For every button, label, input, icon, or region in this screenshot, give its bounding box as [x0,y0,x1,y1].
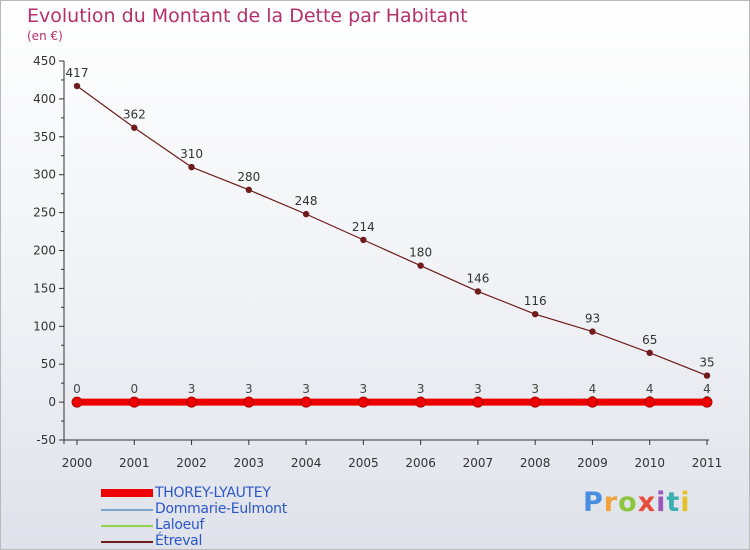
logo-letter: t [666,487,681,518]
data-label: 417 [66,66,89,80]
data-label: 35 [699,356,714,370]
data-label: 65 [642,333,657,347]
x-tick-label: 2011 [692,456,723,470]
x-tick-label: 2002 [176,456,207,470]
series-marker-3 [131,124,138,131]
y-tick-label: -50 [36,433,56,447]
data-label-small: 3 [188,382,196,396]
series-marker-3 [73,82,81,90]
series-marker-3 [417,262,424,269]
legend-swatch-dommarie-eulmont [101,509,153,511]
data-label: 180 [409,246,432,260]
logo-letter: i [656,487,667,518]
series-marker-0 [71,396,83,408]
series-marker-0 [644,396,656,408]
data-label-small: 0 [73,382,81,396]
series-marker-0 [701,396,713,408]
series-marker-0 [415,396,427,408]
logo-letter: x [637,487,657,518]
x-tick-label: 2007 [463,456,494,470]
data-label-small: 4 [589,382,597,396]
data-label: 362 [123,108,146,122]
legend-item-laloeuf[interactable]: Laloeuf [101,517,361,533]
series-marker-3 [646,349,653,357]
legend-swatch-laloeuf [101,525,153,527]
data-label: 248 [295,194,318,208]
series-line-3 [76,85,708,377]
x-tick-label: 2003 [234,456,265,470]
series-marker-0 [472,396,484,408]
data-label-small: 3 [302,382,310,396]
series-marker-0 [300,396,312,408]
legend-item-etreval[interactable]: Étreval [101,533,361,549]
logo-letter: P [583,487,604,518]
data-label: 93 [585,312,600,326]
y-tick-label: 150 [33,281,56,295]
series-marker-3 [360,236,367,244]
x-tick-label: 2009 [577,456,608,470]
data-label-small: 3 [531,382,539,396]
series-marker-3 [474,288,482,295]
x-tick-label: 2005 [348,456,379,470]
legend-label: Étreval [155,533,203,549]
data-label-small: 3 [245,382,253,396]
series-marker-3 [245,186,253,194]
series-marker-3 [589,328,596,335]
legend-label: THOREY-LYAUTEY [155,485,271,501]
data-label: 280 [237,170,260,184]
series-marker-0 [586,396,598,408]
y-tick-label: 100 [33,319,56,333]
y-tick-label: 0 [48,395,56,409]
legend-swatch-thorey-lyautey [101,489,153,497]
x-tick-label: 2004 [291,456,322,470]
y-tick-label: 350 [33,130,56,144]
legend: THOREY-LYAUTEY Dommarie-Eulmont Laloeuf … [101,485,361,549]
proxiti-logo: Proxiti [583,487,691,518]
data-label-small: 4 [703,382,711,396]
series-marker-3 [188,163,195,171]
y-tick-label: 300 [33,168,56,182]
logo-letter: r [603,487,619,518]
legend-item-dommarie-eulmont[interactable]: Dommarie-Eulmont [101,501,361,517]
y-axis-unit-label: (en €) [27,29,63,43]
series-marker-0 [243,396,255,408]
y-tick-label: 250 [33,206,56,220]
legend-item-thorey-lyautey[interactable]: THOREY-LYAUTEY [101,485,361,501]
data-label-small: 0 [130,382,138,396]
series-marker-3 [531,310,539,318]
data-label-small: 3 [417,382,425,396]
legend-swatch-etreval [101,541,153,543]
y-tick-label: 450 [33,54,56,68]
x-tick-label: 2010 [634,456,665,470]
x-tick-label: 2006 [405,456,436,470]
legend-label: Laloeuf [155,517,205,533]
y-tick-label: 400 [33,92,56,106]
series-marker-0 [357,396,369,408]
logo-letter: i [680,487,691,518]
data-label: 214 [352,220,375,234]
data-label-small: 4 [646,382,654,396]
y-tick-label: 50 [41,357,56,371]
series-marker-3 [703,372,711,379]
series-marker-0 [128,396,140,408]
data-label-small: 3 [474,382,482,396]
x-tick-label: 2000 [62,456,93,470]
series-marker-0 [186,396,198,408]
y-tick-label: 200 [33,244,56,258]
x-tick-label: 2001 [119,456,150,470]
logo-letter: o [618,487,638,518]
legend-label: Dommarie-Eulmont [155,501,287,517]
x-tick-label: 2008 [520,456,551,470]
data-label-small: 3 [360,382,368,396]
series-marker-0 [529,396,541,408]
data-label: 146 [466,271,489,285]
chart-title: Evolution du Montant de la Dette par Hab… [27,5,468,27]
series-marker-3 [302,210,310,218]
data-label: 116 [524,294,547,308]
data-label: 310 [180,147,203,161]
